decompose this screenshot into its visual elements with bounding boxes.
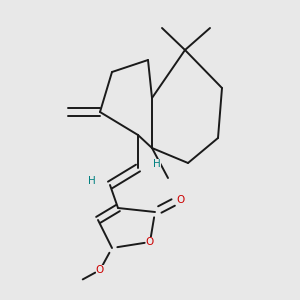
Text: H: H bbox=[153, 159, 161, 169]
Text: O: O bbox=[96, 265, 104, 275]
Text: O: O bbox=[176, 195, 184, 205]
Text: O: O bbox=[146, 237, 154, 247]
Text: H: H bbox=[88, 176, 96, 186]
